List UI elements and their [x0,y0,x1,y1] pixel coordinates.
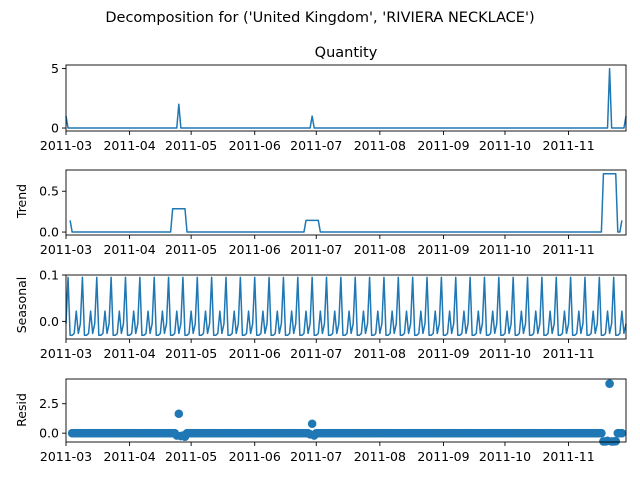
trend-panel: Trend 0.0 0.5 2011-03 2011-04 2011-05 2011-06… [14,169,627,257]
y-tick-label: 0.0 [39,314,59,329]
x-tick-label: 2011-03 [40,138,92,153]
x-tick-label: 2011-10 [479,346,531,361]
x-tick-label: 2011-03 [40,346,92,361]
x-tick-label: 2011-07 [290,449,342,464]
x-tick-label: 2011-05 [165,346,217,361]
axes-frame [65,274,627,340]
y-tick-label: 5 [51,61,59,76]
x-tick-label: 2011-04 [103,449,155,464]
x-tick-label: 2011-11 [542,449,594,464]
x-tick-label: 2011-05 [165,449,217,464]
seasonal-panel: Seasonal 0.0 0.1 2011-03 2011-04 2011-05 2011… [14,268,627,361]
x-tick-label: 2011-06 [229,449,281,464]
resid-point [174,409,184,419]
x-tick-label: 2011-06 [229,242,281,257]
x-tick-label: 2011-04 [103,242,155,257]
x-tick-label: 2011-09 [417,138,469,153]
y-tick-label: 0.1 [39,268,59,283]
x-tick-label: 2011-08 [354,346,406,361]
x-tick-label: 2011-11 [542,346,594,361]
x-tick-label: 2011-08 [354,449,406,464]
x-tick-label: 2011-06 [229,346,281,361]
x-tick-label: 2011-11 [542,138,594,153]
resid-point [597,428,606,438]
y-tick-label: 0.0 [39,225,59,240]
seasonal-ylabel: Seasonal [14,277,29,334]
y-tick-label: 0.5 [39,184,59,199]
x-tick-label: 2011-04 [103,346,155,361]
x-tick-label: 2011-09 [417,242,469,257]
y-tick-label: 0 [51,121,59,136]
resid-point [307,419,317,429]
axes-frame [65,64,627,132]
resid-ylabel: Resid [14,393,29,427]
x-tick-label: 2011-10 [479,449,531,464]
resid-point [605,379,614,389]
x-tick-label: 2011-06 [229,138,281,153]
x-tick-label: 2011-10 [479,242,531,257]
x-tick-label: 2011-09 [417,346,469,361]
x-tick-label: 2011-08 [354,138,406,153]
quantity-panel: Quantity 0 5 2011-03 2011-04 2011-05 2011-06 2… [40,45,627,153]
y-tick-label: 2.5 [39,396,59,411]
x-tick-label: 2011-04 [103,138,155,153]
trend-ylabel: Trend [14,184,29,219]
x-tick-label: 2011-11 [542,242,594,257]
x-tick-label: 2011-03 [40,449,92,464]
series-line [65,67,627,129]
x-tick-label: 2011-08 [354,242,406,257]
x-tick-label: 2011-05 [165,242,217,257]
resid-panel: Resid 0.0 2.5 2011-03 2011-04 2011-05 2011-06… [14,378,627,464]
series-line [69,173,623,233]
x-tick-label: 2011-05 [165,138,217,153]
x-tick-label: 2011-07 [290,242,342,257]
quantity-panel-title: Quantity [315,45,378,61]
x-tick-label: 2011-07 [290,138,342,153]
resid-point [617,428,627,438]
axes-frame [65,378,627,443]
x-tick-label: 2011-07 [290,346,342,361]
axes-frame [65,169,627,236]
figure-suptitle: Decomposition for ('United Kingdom', 'RI… [105,10,534,26]
x-tick-label: 2011-09 [417,449,469,464]
x-tick-label: 2011-10 [479,138,531,153]
series-line [65,276,627,337]
x-tick-label: 2011-03 [40,242,92,257]
resid-point [611,436,621,446]
y-tick-label: 0.0 [39,426,59,441]
